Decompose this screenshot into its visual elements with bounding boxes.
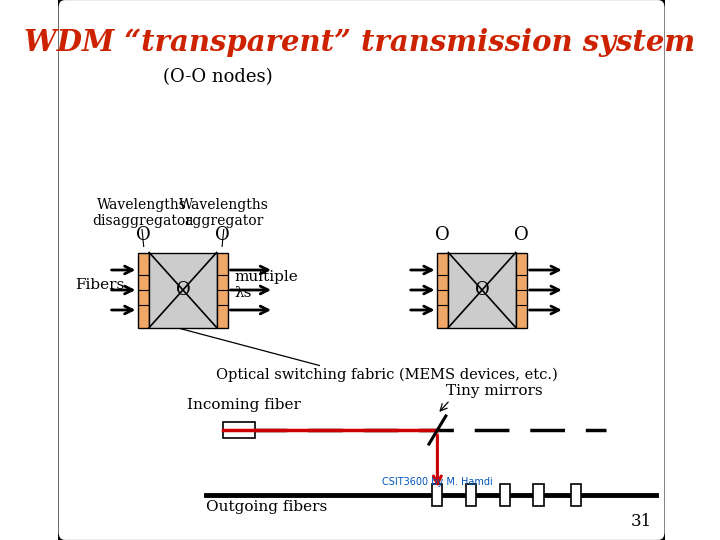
Text: O: O <box>514 226 528 245</box>
Bar <box>516 253 527 327</box>
Bar <box>432 484 443 506</box>
Text: O: O <box>136 226 151 245</box>
Text: Wavelengths
aggregator: Wavelengths aggregator <box>179 198 269 228</box>
Text: Fibers: Fibers <box>75 278 125 292</box>
Text: WDM “transparent” transmission system: WDM “transparent” transmission system <box>24 28 696 57</box>
Text: CSIT3600 by M. Hamdi: CSIT3600 by M. Hamdi <box>382 477 492 487</box>
Bar <box>217 253 228 327</box>
Text: Outgoing fibers: Outgoing fibers <box>206 500 327 514</box>
Bar <box>149 253 217 327</box>
Text: Optical switching fabric (MEMS devices, etc.): Optical switching fabric (MEMS devices, … <box>216 368 558 382</box>
Bar <box>572 484 582 506</box>
Bar <box>449 253 516 327</box>
Bar <box>437 253 449 327</box>
Text: multiple
λs: multiple λs <box>234 270 298 300</box>
Bar <box>500 484 510 506</box>
FancyBboxPatch shape <box>56 0 667 540</box>
Text: O: O <box>436 226 450 245</box>
Text: O: O <box>474 281 490 299</box>
Bar <box>466 484 476 506</box>
Text: (O-O nodes): (O-O nodes) <box>163 68 273 86</box>
Text: O: O <box>215 226 230 245</box>
Bar <box>138 253 149 327</box>
Bar <box>534 484 544 506</box>
Text: Wavelengths
disaggregator: Wavelengths disaggregator <box>92 198 192 228</box>
Text: Tiny mirrors: Tiny mirrors <box>446 384 542 398</box>
Text: Incoming fiber: Incoming fiber <box>186 398 300 412</box>
Text: 31: 31 <box>631 513 652 530</box>
Bar <box>222 422 255 438</box>
Text: O: O <box>176 281 190 299</box>
